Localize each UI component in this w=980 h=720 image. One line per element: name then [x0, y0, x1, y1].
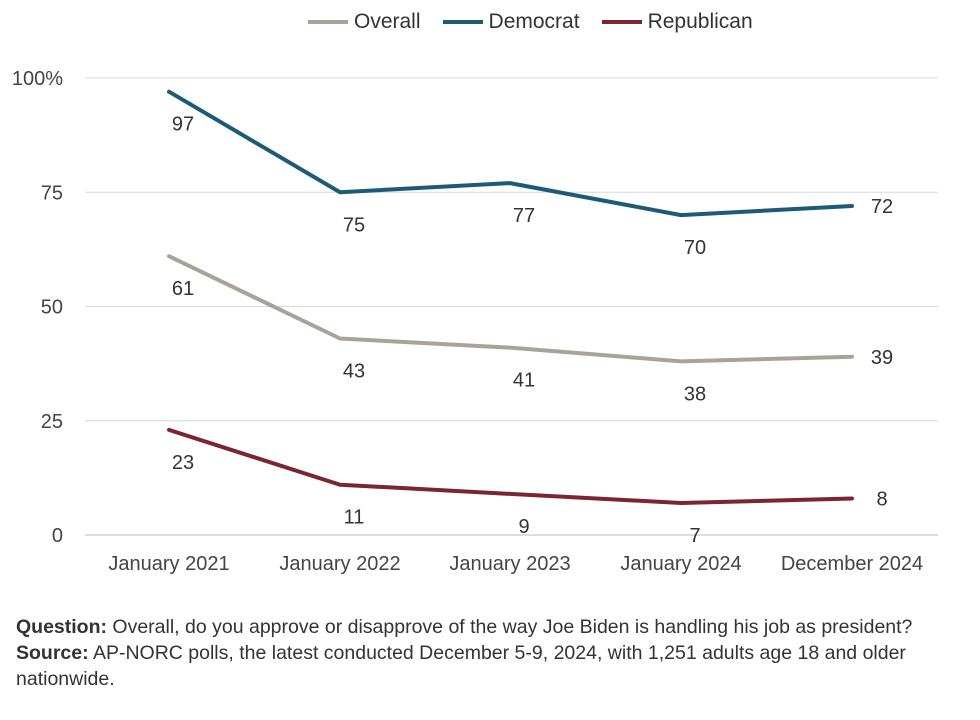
- legend-swatch-republican: [601, 20, 642, 24]
- x-tick-label-0: January 2021: [108, 553, 229, 575]
- series-line-democrat: [167, 89, 854, 218]
- data-label-democrat-0: 97: [172, 114, 194, 136]
- source-text: AP-NORC polls, the latest conducted Dece…: [16, 642, 906, 690]
- y-tick-label-100: 100%: [12, 68, 63, 90]
- x-tick-label-3: January 2024: [620, 553, 741, 575]
- data-label-overall-3: 38: [684, 383, 706, 405]
- data-label-democrat-3: 70: [684, 237, 706, 259]
- data-label-republican-1: 11: [344, 507, 365, 529]
- question-text: Overall, do you approve or disapprove of…: [107, 616, 913, 638]
- data-label-republican-0: 23: [172, 452, 194, 474]
- y-tick-label-25: 25: [41, 411, 63, 433]
- legend-label-overall: Overall: [354, 10, 421, 33]
- data-label-overall-1: 43: [343, 360, 365, 382]
- line-chart: Overall Democrat Republican 0 25 50 75 100% J…: [12, 10, 938, 575]
- chart-plot-area: 0 25 50 75 100% January 2021 January 2022 Janua…: [12, 68, 938, 575]
- legend-swatch-democrat: [442, 20, 483, 24]
- chart-legend: Overall Democrat Republican: [308, 10, 753, 34]
- y-tick-label-0: 0: [52, 525, 63, 547]
- question-label: Question:: [16, 616, 107, 638]
- data-label-overall-0: 61: [172, 278, 194, 300]
- data-label-overall-4: 39: [871, 347, 893, 369]
- legend-label-republican: Republican: [647, 10, 753, 33]
- legend-item-democrat: Democrat: [442, 10, 580, 34]
- series-line-overall: [167, 254, 854, 364]
- series-line-republican: [167, 427, 854, 506]
- data-label-overall-2: 41: [513, 370, 535, 392]
- data-label-democrat-1: 75: [343, 214, 365, 236]
- source-note: Source: AP-NORC polls, the latest conduc…: [16, 640, 966, 692]
- legend-swatch-overall: [308, 20, 348, 24]
- legend-item-republican: Republican: [601, 10, 753, 34]
- y-tick-label-75: 75: [41, 182, 63, 204]
- data-label-republican-3: 7: [689, 525, 700, 547]
- data-label-democrat-2: 77: [513, 205, 535, 227]
- y-tick-label-50: 50: [41, 297, 63, 319]
- x-tick-label-2: January 2023: [449, 553, 570, 575]
- legend-label-democrat: Democrat: [488, 10, 580, 33]
- x-tick-label-4: December 2024: [781, 553, 923, 575]
- question-note: Question: Overall, do you approve or dis…: [16, 614, 966, 640]
- data-label-democrat-4: 72: [871, 196, 893, 218]
- x-tick-label-1: January 2022: [279, 553, 400, 575]
- data-label-republican-2: 9: [518, 516, 529, 538]
- source-label: Source:: [16, 642, 89, 664]
- legend-item-overall: Overall: [308, 10, 421, 34]
- chart-notes: Question: Overall, do you approve or dis…: [16, 614, 966, 692]
- data-label-republican-4: 8: [876, 488, 887, 510]
